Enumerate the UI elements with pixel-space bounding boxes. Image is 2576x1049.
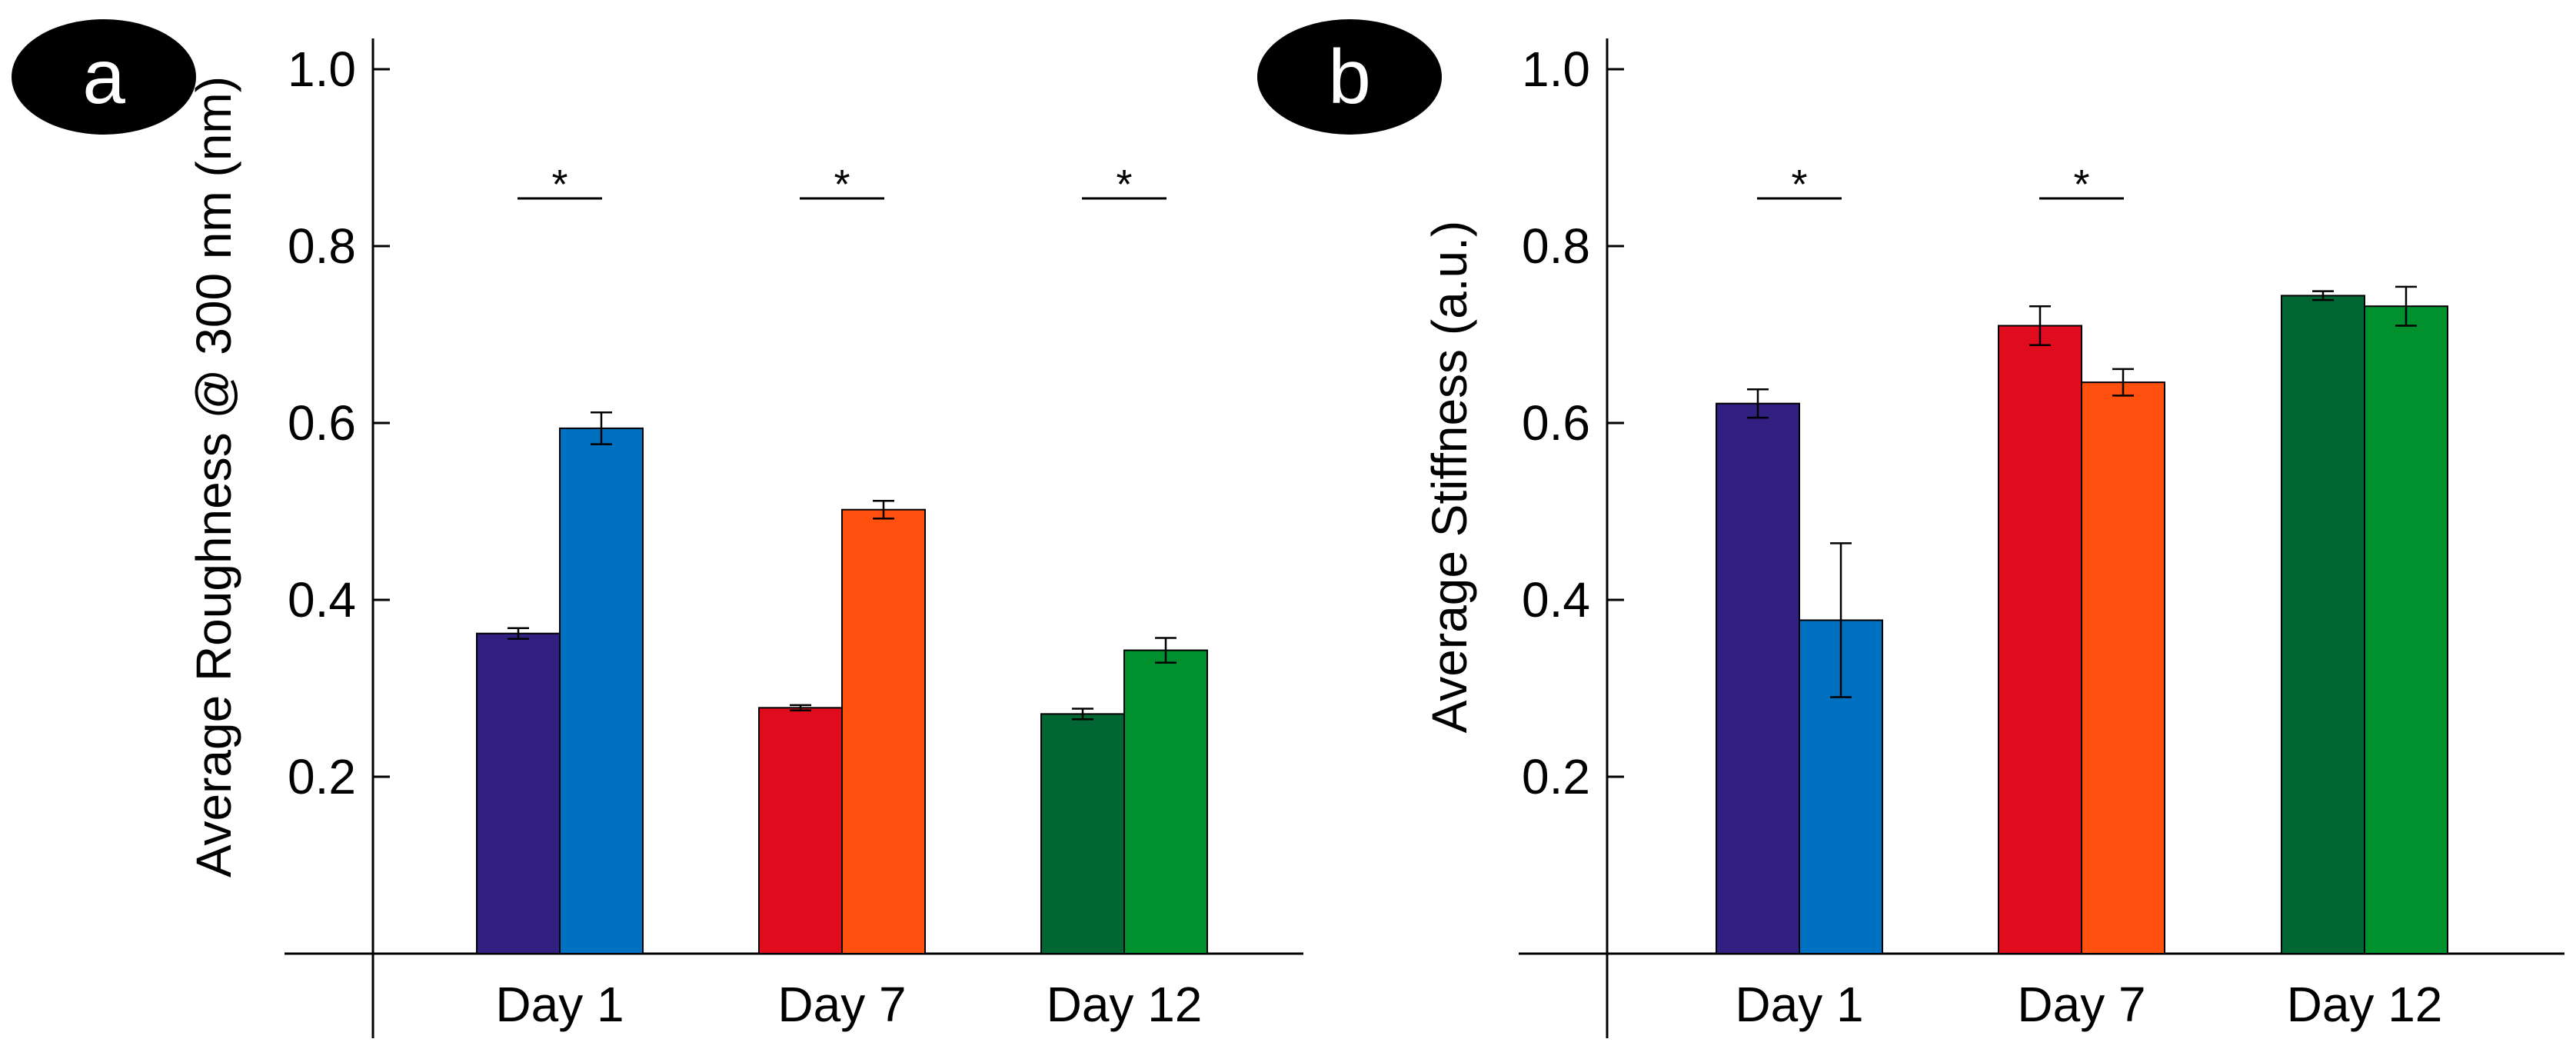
y-axis-title-b: Average Stiffness (a.u.)	[1422, 221, 1477, 733]
error-bar-a-0-0	[508, 627, 529, 640]
significance-star-b-1: *	[2073, 162, 2089, 208]
y-tick-label-b-2: 0.6	[1522, 395, 1590, 451]
y-axis-title-a: Average Roughness @ 300 nm (nm)	[186, 76, 241, 877]
error-bar-b-1-0	[2029, 305, 2051, 347]
panel-badge-b: b	[1257, 19, 1442, 135]
significance-star-b-0: *	[1791, 162, 1807, 208]
bar-b-2-0	[2281, 295, 2365, 954]
bar-b-0-0	[1716, 402, 1800, 954]
error-bar-b-2-1	[2395, 285, 2417, 327]
significance-star-a-1: *	[834, 162, 850, 208]
x-tick-label-a-1: Day 7	[777, 977, 906, 1032]
x-tick-label-b-1: Day 7	[2017, 977, 2145, 1032]
x-tick-label-a-0: Day 1	[495, 977, 624, 1032]
y-tick-label-b-3: 0.8	[1522, 218, 1590, 274]
bar-a-2-0	[1040, 713, 1125, 954]
y-tick-label-b-4: 1.0	[1522, 42, 1590, 97]
bar-a-1-1	[841, 508, 926, 954]
y-tick-label-a-3: 0.8	[288, 218, 356, 274]
panel-badge-label-a: a	[82, 34, 125, 120]
error-bar-a-2-1	[1155, 637, 1177, 664]
y-tick-label-a-1: 0.4	[288, 572, 356, 628]
panel-badge-a: a	[12, 19, 196, 135]
error-bar-b-1-1	[2112, 368, 2134, 397]
x-tick-label-b-2: Day 12	[2287, 977, 2443, 1032]
y-tick-label-a-2: 0.6	[288, 395, 356, 451]
error-bar-b-0-0	[1747, 388, 1769, 419]
bar-a-1-0	[758, 707, 843, 954]
error-bar-a-1-0	[790, 704, 811, 711]
bar-b-2-1	[2364, 305, 2448, 954]
error-bar-a-2-0	[1072, 708, 1093, 721]
significance-star-a-0: *	[551, 162, 567, 208]
y-tick-label-b-0: 0.2	[1522, 749, 1590, 804]
bar-a-0-1	[559, 427, 644, 954]
significance-star-a-2: *	[1116, 162, 1132, 208]
error-bar-b-2-0	[2312, 290, 2334, 301]
panel-a: a Average Roughness @ 300 nm (nm) 0.2 0.4…	[12, 19, 1303, 1038]
bar-b-1-1	[2081, 381, 2165, 955]
y-tick-label-a-4: 1.0	[288, 42, 356, 97]
panel-b: b Average Stiffness (a.u.) 0.2 0.4 0.6 0.8 1…	[1257, 19, 2564, 1038]
x-tick-label-b-0: Day 1	[1735, 977, 1863, 1032]
error-bar-b-0-1	[1830, 542, 1852, 698]
x-tick-label-a-2: Day 12	[1047, 977, 1203, 1032]
panel-badge-label-b: b	[1328, 34, 1371, 120]
bar-a-2-1	[1123, 649, 1208, 954]
bar-a-0-0	[476, 632, 561, 954]
error-bar-a-0-1	[591, 411, 612, 445]
error-bar-a-1-1	[873, 499, 894, 520]
y-tick-label-a-0: 0.2	[288, 749, 356, 804]
bar-b-1-0	[1998, 325, 2082, 954]
y-tick-label-b-1: 0.4	[1522, 572, 1590, 628]
